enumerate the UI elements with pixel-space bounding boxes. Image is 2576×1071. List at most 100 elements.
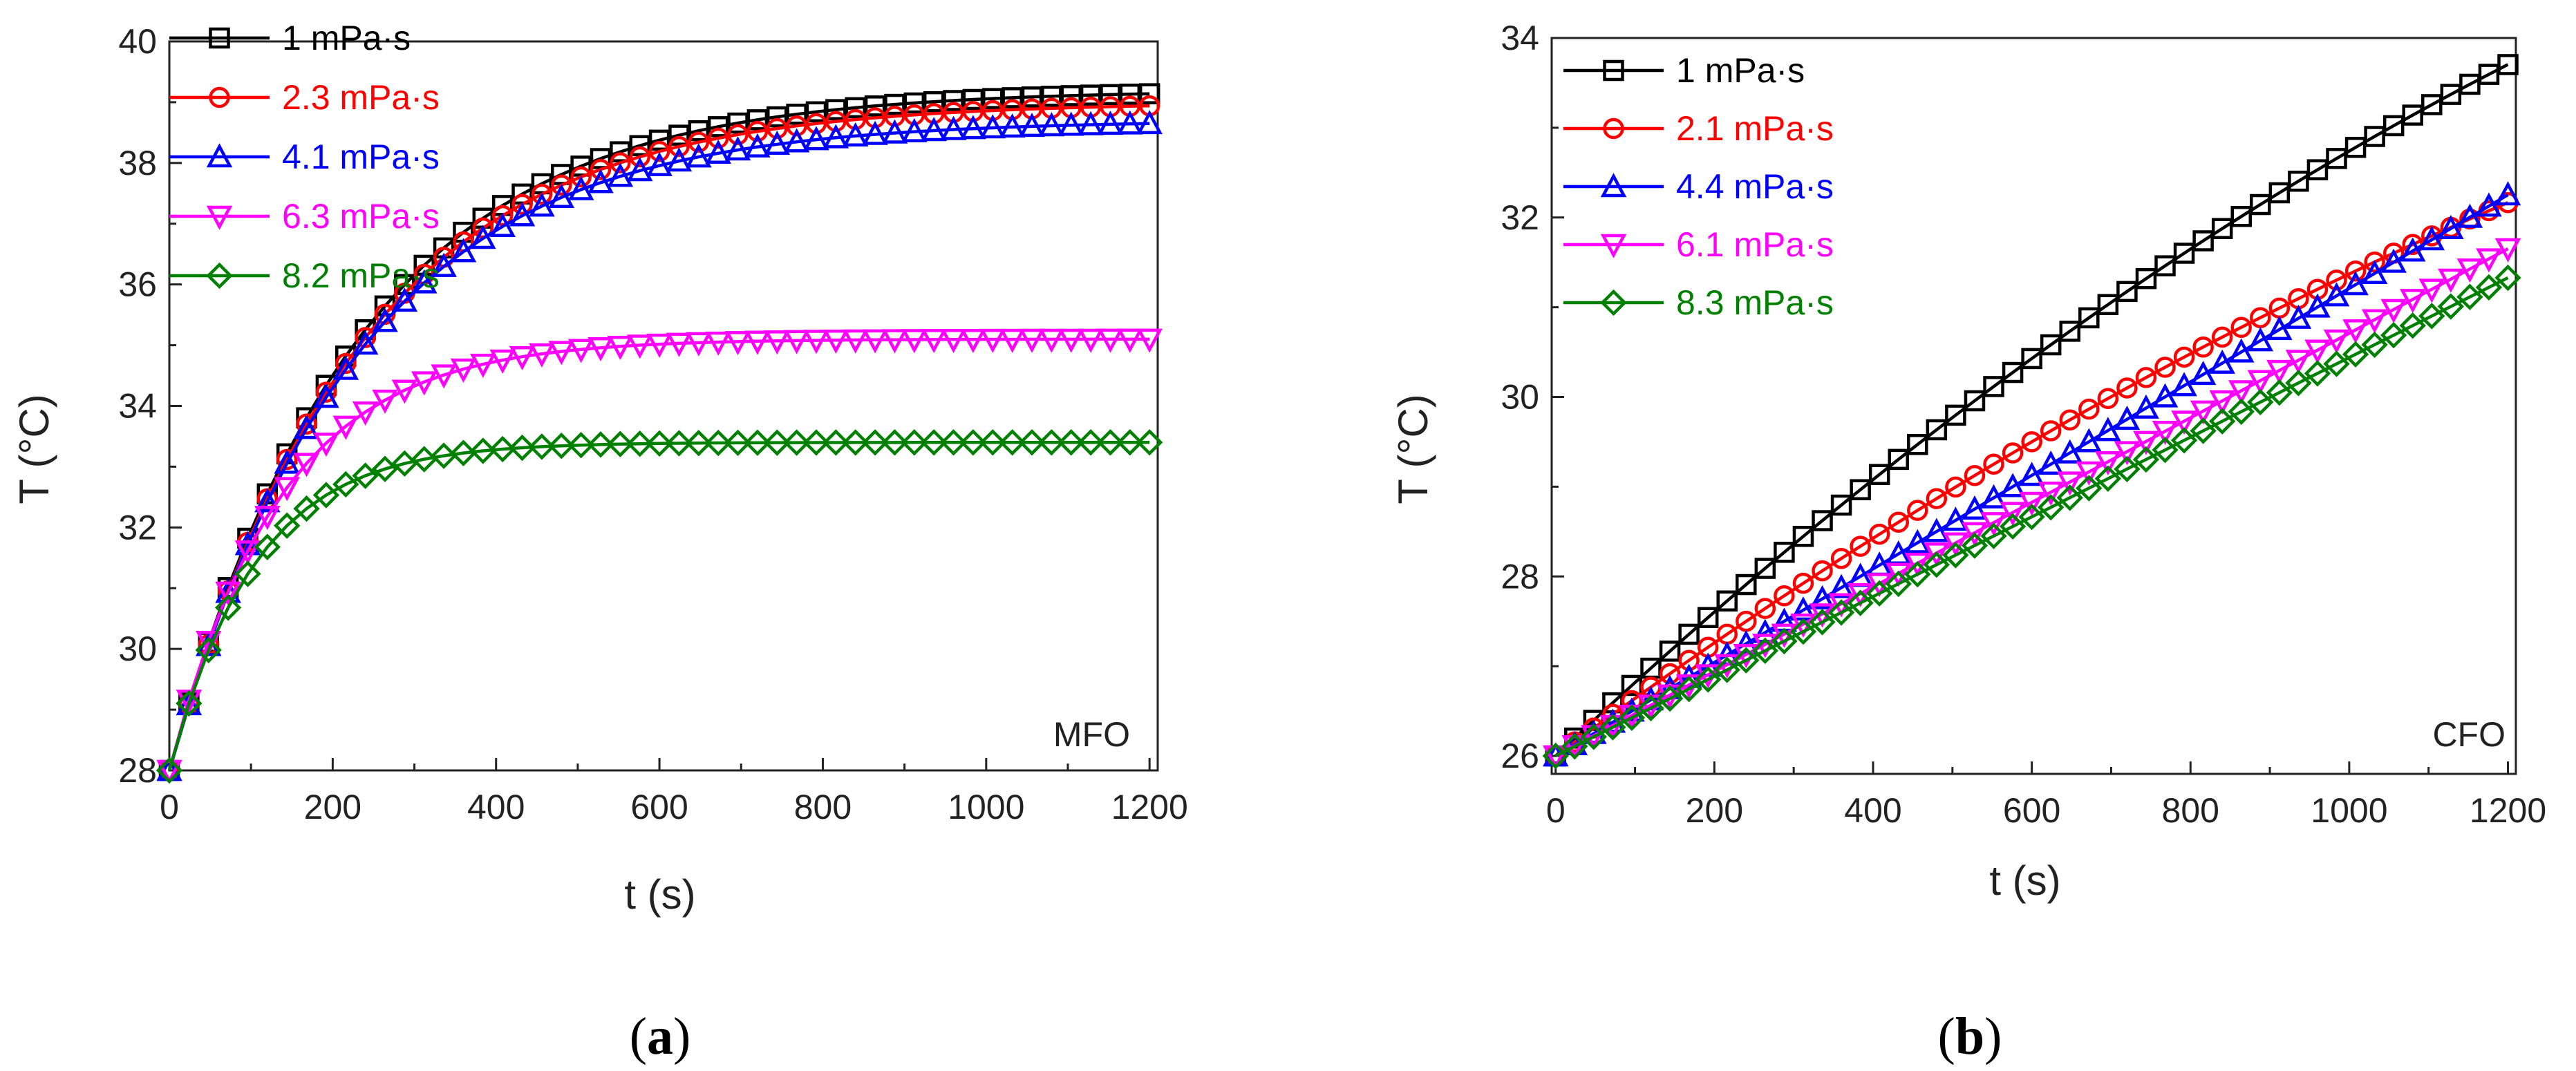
data-point: [764, 130, 791, 155]
data-point: [610, 152, 631, 173]
data-point: [1713, 656, 1740, 683]
data-point: [1942, 532, 1969, 557]
data-point: [1830, 494, 1852, 516]
data-point: [1907, 500, 1928, 521]
data-point: [803, 126, 829, 151]
data-point: [1885, 570, 1912, 598]
data-point: [293, 495, 320, 522]
data-point: [707, 127, 729, 149]
data-point: [2399, 312, 2426, 339]
data-point: [1888, 448, 1909, 471]
data-point: [2059, 409, 2080, 430]
data-point: [903, 92, 925, 114]
x-tick-label: 800: [794, 788, 852, 826]
data-point: [940, 115, 967, 140]
data-point: [2285, 304, 2312, 329]
data-point: [1038, 429, 1065, 456]
data-point: [626, 430, 653, 457]
data-point: [2228, 398, 2255, 425]
data-point: [2418, 303, 2445, 330]
data-point: [2306, 159, 2329, 180]
data-point: [1678, 623, 1700, 645]
data-point: [1078, 328, 1104, 353]
data-point: [1964, 390, 1986, 412]
legend-marker: [209, 86, 230, 108]
x-tick-label: 600: [630, 788, 688, 826]
data-point: [1868, 523, 1890, 545]
data-point: [2171, 372, 2197, 397]
data-point: [2133, 430, 2159, 455]
data-point: [940, 329, 967, 354]
data-point: [685, 430, 713, 457]
data-point: [1907, 434, 1928, 455]
data-point: [2288, 170, 2309, 192]
data-point: [371, 455, 399, 482]
data-point: [2247, 388, 2274, 416]
data-point: [1866, 573, 1892, 598]
data-point: [1675, 675, 1702, 703]
legend-marker: [209, 27, 230, 49]
data-point: [431, 364, 457, 389]
series-5: [1542, 264, 2521, 770]
data-point: [450, 439, 477, 466]
data-point: [1980, 484, 2007, 509]
data-point: [372, 307, 398, 332]
data-point: [1021, 86, 1043, 108]
data-point: [1924, 518, 1950, 542]
data-point: [1138, 83, 1160, 104]
data-point: [1754, 598, 1776, 619]
data-point: [1924, 542, 1950, 567]
legend-item: 2.3 mPa·s: [169, 78, 440, 117]
data-point: [881, 329, 908, 354]
data-point: [332, 355, 359, 380]
data-point: [2018, 491, 2045, 516]
data-point: [2094, 465, 2122, 492]
data-point: [587, 431, 614, 458]
data-point: [274, 449, 300, 474]
data-point: [2133, 394, 2159, 419]
legend-label: 2.1 mPa·s: [1676, 109, 1834, 148]
data-point: [312, 482, 340, 509]
data-point: [1733, 647, 1760, 674]
data-point: [862, 329, 888, 354]
data-point: [707, 116, 729, 138]
data-point: [2323, 282, 2350, 307]
y-tick-label: 32: [118, 508, 157, 547]
data-point: [2116, 281, 2138, 303]
data-point: [2304, 293, 2331, 318]
data-point: [901, 429, 928, 456]
data-point: [2095, 417, 2121, 442]
data-point: [1847, 589, 1874, 616]
data-point: [470, 225, 496, 249]
data-point: [1983, 453, 2004, 475]
data-point: [744, 133, 771, 158]
data-point: [391, 379, 418, 404]
data-point: [548, 341, 575, 366]
legend-item: 2.1 mPa·s: [1563, 109, 1834, 148]
data-point: [2209, 349, 2235, 374]
data-point: [688, 131, 710, 153]
data-point: [2000, 473, 2026, 497]
data-point: [590, 159, 612, 180]
data-point: [293, 415, 320, 439]
data-point: [2152, 383, 2179, 408]
data-point: [2364, 251, 2385, 273]
data-point: [666, 147, 693, 172]
data-point: [567, 431, 594, 459]
data-point: [2173, 346, 2195, 368]
data-point: [884, 93, 905, 115]
data-point: [783, 330, 810, 354]
data-point: [1119, 84, 1141, 105]
data-point: [2076, 475, 2103, 502]
data-point: [1733, 629, 1760, 654]
data-point: [2002, 442, 2024, 464]
data-point: [1060, 85, 1082, 106]
data-point: [1923, 551, 1950, 578]
data-point: [1942, 542, 1969, 569]
plot-frame: [1550, 37, 2517, 775]
data-point: [590, 148, 612, 169]
legend-marker: [206, 205, 233, 230]
data-point: [450, 238, 477, 263]
data-point: [2494, 238, 2521, 263]
data-point: [786, 104, 807, 125]
